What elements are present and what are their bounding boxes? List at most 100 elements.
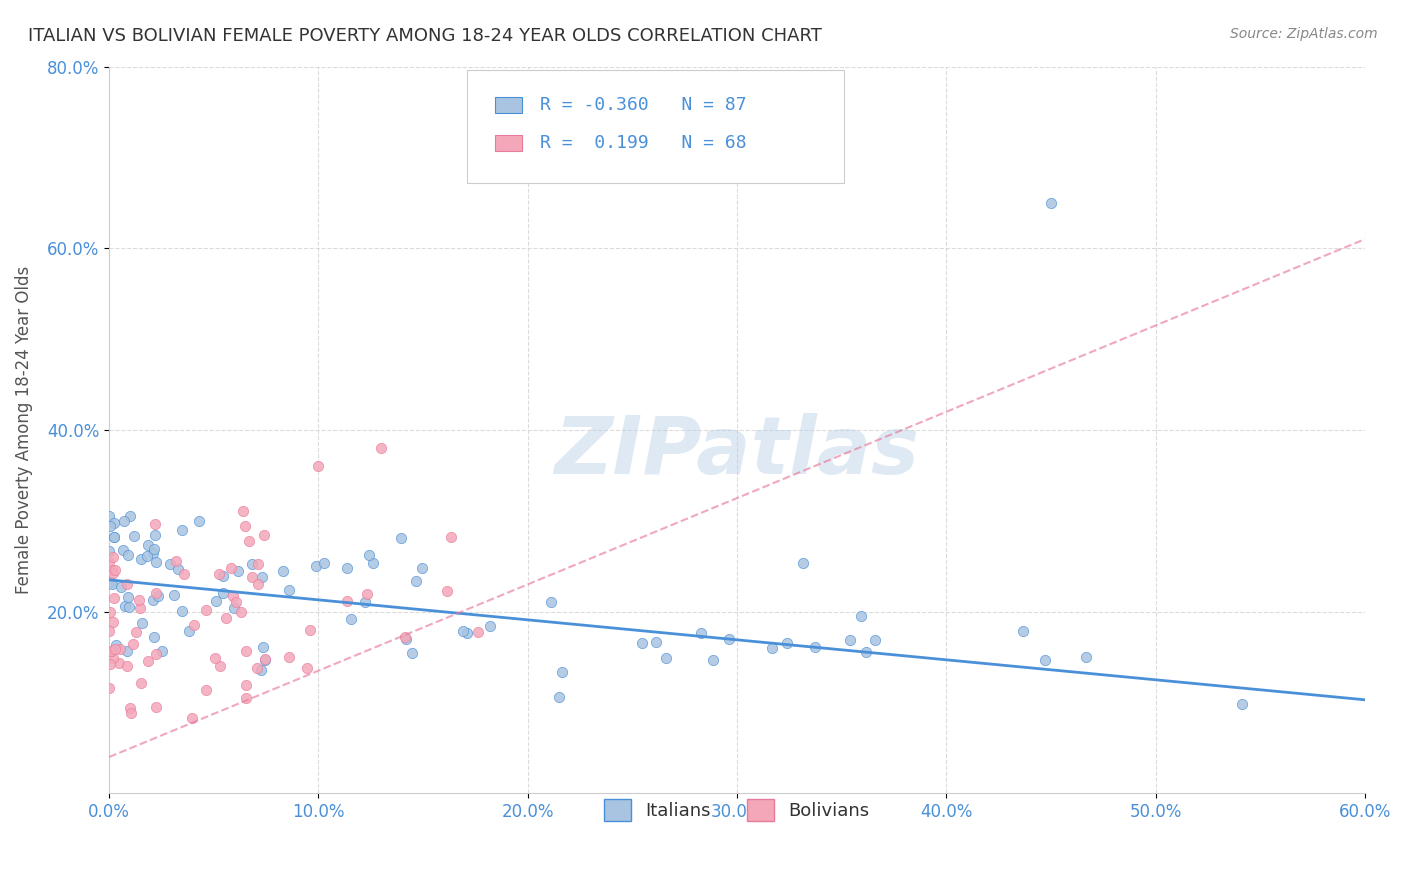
Point (131, 615, 153, 630)
Point (436, 584, 458, 599)
Point (115, 577, 138, 591)
Text: ZIPatlas: ZIPatlas (554, 413, 920, 491)
Point (125, 624, 148, 639)
Point (361, 556, 384, 570)
Point (839, 632, 862, 647)
Point (792, 557, 814, 571)
Point (120, 508, 142, 523)
Point (104, 639, 127, 653)
Point (278, 650, 301, 665)
Point (229, 606, 252, 620)
Point (644, 635, 666, 649)
Point (370, 441, 392, 455)
Point (215, 611, 238, 625)
Point (865, 632, 887, 647)
Y-axis label: Female Poverty Among 18-24 Year Olds: Female Poverty Among 18-24 Year Olds (15, 266, 32, 594)
Point (98, 519, 121, 533)
Point (195, 603, 218, 617)
Point (166, 561, 188, 575)
Point (389, 531, 412, 545)
Point (101, 550, 124, 565)
Point (222, 589, 245, 603)
Point (103, 530, 125, 544)
Point (100, 644, 122, 658)
Point (100, 563, 122, 577)
Point (170, 524, 193, 538)
Point (718, 632, 741, 647)
Point (150, 643, 173, 657)
Point (271, 564, 294, 578)
Text: R =  0.199   N = 68: R = 0.199 N = 68 (540, 134, 747, 152)
Point (411, 561, 433, 575)
Point (336, 594, 359, 608)
Point (336, 561, 359, 575)
Point (129, 551, 152, 566)
Point (103, 591, 125, 605)
Point (467, 625, 489, 640)
Point (101, 577, 124, 591)
Point (104, 563, 127, 577)
Point (98, 657, 121, 672)
Point (253, 528, 276, 542)
Point (120, 701, 142, 715)
Legend: Italians, Bolivians: Italians, Bolivians (589, 784, 884, 835)
Point (114, 599, 136, 613)
Point (299, 623, 322, 637)
Point (405, 574, 427, 589)
Point (100, 574, 122, 589)
Point (142, 541, 165, 556)
Point (110, 580, 132, 594)
Point (540, 595, 562, 609)
Point (221, 560, 243, 574)
Point (1074, 649, 1097, 664)
Point (98, 544, 121, 558)
Point (394, 630, 416, 644)
Point (142, 546, 165, 560)
Point (232, 504, 254, 518)
Point (98, 624, 121, 638)
Point (170, 604, 193, 618)
Point (117, 590, 139, 604)
FancyBboxPatch shape (467, 70, 844, 183)
Point (356, 587, 378, 601)
Point (145, 555, 167, 569)
Point (180, 711, 202, 725)
Point (295, 661, 318, 675)
Point (110, 642, 132, 657)
Point (235, 690, 257, 705)
Point (117, 548, 139, 562)
Point (103, 516, 125, 531)
FancyBboxPatch shape (495, 135, 522, 151)
Text: R = -0.360   N = 87: R = -0.360 N = 87 (540, 96, 747, 114)
Point (115, 644, 138, 658)
Point (103, 566, 125, 581)
Point (761, 640, 783, 655)
Point (225, 595, 247, 609)
Point (357, 549, 380, 563)
Point (142, 593, 165, 607)
Point (630, 636, 652, 650)
Point (117, 600, 139, 615)
Point (195, 682, 218, 697)
Point (1039, 195, 1062, 210)
Point (849, 609, 872, 624)
Point (240, 558, 263, 572)
Point (145, 700, 167, 714)
Point (307, 459, 329, 474)
Point (690, 626, 713, 640)
Point (103, 529, 125, 543)
Point (655, 651, 678, 665)
Point (129, 601, 152, 615)
Point (159, 557, 181, 571)
Point (855, 645, 877, 659)
Point (136, 538, 159, 552)
Point (122, 636, 145, 650)
Point (112, 514, 135, 528)
Point (124, 529, 146, 543)
Point (204, 651, 226, 665)
Point (98, 681, 121, 695)
Point (179, 624, 201, 638)
Point (145, 585, 167, 599)
Point (222, 600, 245, 615)
Point (250, 570, 273, 584)
